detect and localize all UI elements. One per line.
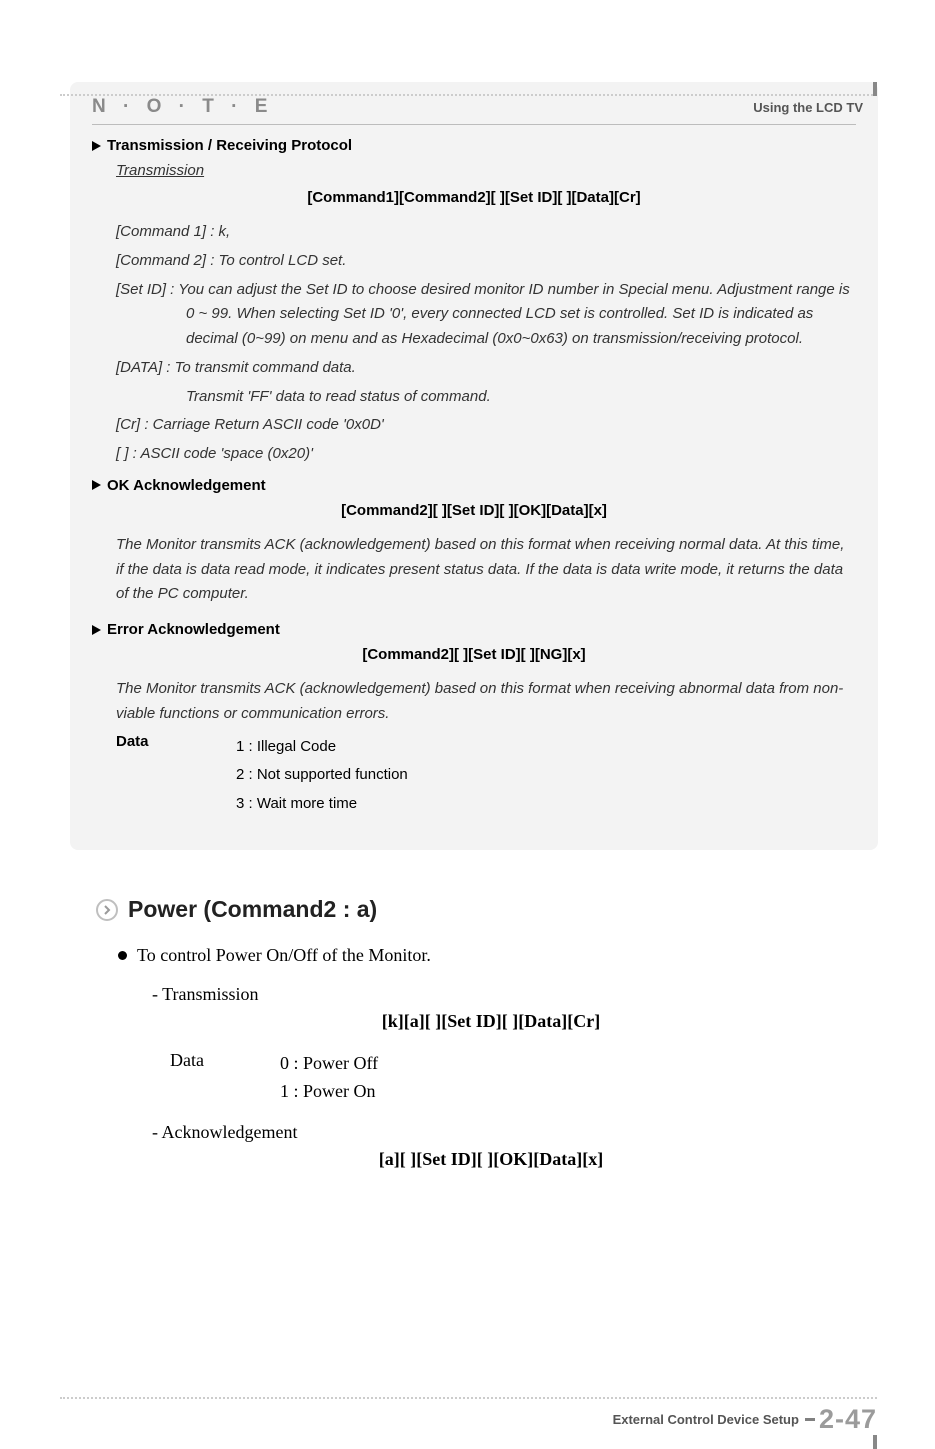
- footer-page-number: 2-47: [819, 1404, 877, 1435]
- error-ack-paragraph: The Monitor transmits ACK (acknowledgeme…: [116, 677, 856, 727]
- data-code-3: 3 : Wait more time: [236, 790, 408, 819]
- error-data-row: Data 1 : Illegal Code 2 : Not supported …: [116, 733, 856, 819]
- heading-transmission-protocol: Transmission / Receiving Protocol: [92, 137, 856, 154]
- arrow-right-icon: [92, 480, 101, 490]
- protocol-error-block: Error Acknowledgement [Command2][ ][Set …: [92, 621, 856, 818]
- protocol-ok-block: OK Acknowledgement [Command2][ ][Set ID]…: [92, 477, 856, 607]
- cmd-format-3: [Command2][ ][Set ID][ ][NG][x]: [92, 646, 856, 663]
- arrow-right-icon: [92, 141, 101, 151]
- footer-dash-icon: [805, 1418, 815, 1421]
- desc-command2: [Command 2] : To control LCD set.: [116, 249, 856, 274]
- data-code-1: 1 : Illegal Code: [236, 733, 408, 762]
- note-title: N · O · T · E: [92, 96, 856, 125]
- power-command-section: Power (Command2 : a) To control Power On…: [96, 896, 886, 1170]
- desc-command1: [Command 1] : k,: [116, 220, 856, 245]
- heading-error-ack: Error Acknowledgement: [92, 621, 856, 638]
- transmission-sublabel: Transmission: [116, 162, 856, 179]
- data-code-2: 2 : Not supported function: [236, 761, 408, 790]
- power-ack-cmd: [a][ ][Set ID][ ][OK][Data][x]: [96, 1149, 886, 1170]
- power-data-options: 0 : Power Off 1 : Power On: [280, 1050, 378, 1106]
- power-off-option: 0 : Power Off: [280, 1050, 378, 1078]
- note-box: N · O · T · E Transmission / Receiving P…: [70, 82, 878, 850]
- power-ack-label: - Acknowledgement: [152, 1122, 886, 1143]
- power-tx-cmd: [k][a][ ][Set ID][ ][Data][Cr]: [96, 1011, 886, 1032]
- page-footer: External Control Device Setup 2-47: [60, 1397, 877, 1433]
- heading-text: Error Acknowledgement: [107, 621, 280, 638]
- power-description: To control Power On/Off of the Monitor.: [118, 945, 886, 966]
- bottom-right-tick: [873, 1435, 877, 1449]
- power-on-option: 1 : Power On: [280, 1078, 378, 1106]
- power-heading: Power (Command2 : a): [96, 896, 886, 923]
- bullet-icon: [118, 951, 127, 960]
- heading-ok-ack: OK Acknowledgement: [92, 477, 856, 494]
- data-codes: 1 : Illegal Code 2 : Not supported funct…: [236, 733, 408, 819]
- power-title: Power (Command2 : a): [128, 896, 377, 923]
- desc-space: [ ] : ASCII code 'space (0x20)': [116, 442, 856, 467]
- desc-data: [DATA] : To transmit command data.: [116, 356, 856, 381]
- footer-section-label: External Control Device Setup: [613, 1412, 799, 1427]
- power-data-row: Data 0 : Power Off 1 : Power On: [170, 1050, 886, 1106]
- ok-ack-paragraph: The Monitor transmits ACK (acknowledgeme…: [116, 533, 856, 607]
- cmd-format-2: [Command2][ ][Set ID][ ][OK][Data][x]: [92, 502, 856, 519]
- arrow-right-icon: [92, 625, 101, 635]
- power-data-label: Data: [170, 1050, 280, 1106]
- power-transmission-label: - Transmission: [152, 984, 886, 1005]
- power-desc-text: To control Power On/Off of the Monitor.: [137, 945, 431, 966]
- cmd-format-1: [Command1][Command2][ ][Set ID][ ][Data]…: [92, 189, 856, 206]
- protocol-transmission-block: Transmission / Receiving Protocol Transm…: [92, 137, 856, 467]
- chevron-circle-icon: [96, 899, 118, 921]
- heading-text: Transmission / Receiving Protocol: [107, 137, 352, 154]
- desc-data-b: Transmit 'FF' data to read status of com…: [116, 385, 856, 410]
- top-dotted-rule: [60, 94, 877, 96]
- data-label: Data: [116, 733, 236, 819]
- heading-text: OK Acknowledgement: [107, 477, 266, 494]
- header-section-label: Using the LCD TV: [753, 100, 863, 115]
- desc-setid: [Set ID] : You can adjust the Set ID to …: [116, 278, 856, 352]
- top-right-tick: [873, 82, 877, 96]
- desc-cr: [Cr] : Carriage Return ASCII code '0x0D': [116, 413, 856, 438]
